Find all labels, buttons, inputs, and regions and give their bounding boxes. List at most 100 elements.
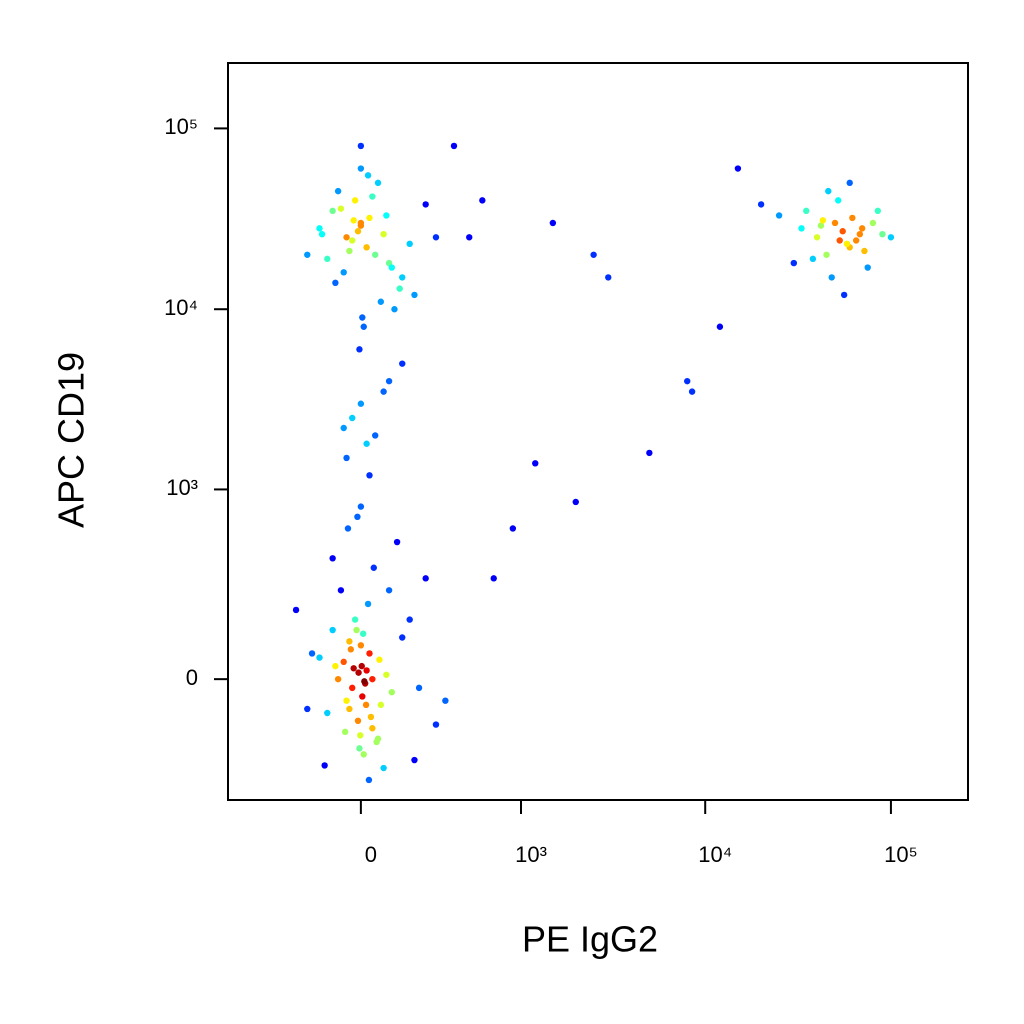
event-dot xyxy=(380,230,387,238)
event-dot xyxy=(318,230,326,238)
event-dot xyxy=(350,665,357,672)
event-dot xyxy=(354,228,362,235)
event-dot xyxy=(292,606,300,614)
event-dot xyxy=(823,251,830,258)
event-dot xyxy=(839,228,846,235)
event-dot xyxy=(350,217,357,224)
event-dot xyxy=(399,634,406,641)
event-dot xyxy=(757,201,765,208)
event-dot xyxy=(357,642,365,649)
event-dot xyxy=(324,255,331,263)
event-dot xyxy=(356,346,363,353)
event-dot xyxy=(411,291,418,299)
event-dot xyxy=(869,219,877,227)
event-dot xyxy=(346,247,353,255)
event-dot xyxy=(371,251,379,258)
event-dot xyxy=(359,314,366,321)
event-dot xyxy=(357,400,365,407)
event-dot xyxy=(359,630,367,637)
event-dot xyxy=(415,684,423,692)
event-dot xyxy=(344,525,352,532)
y-tick-label: 10⁵ xyxy=(164,114,198,139)
event-dot xyxy=(846,179,853,187)
event-dot xyxy=(809,255,817,263)
event-dot xyxy=(399,360,406,367)
event-dot xyxy=(399,274,406,281)
event-dot xyxy=(357,142,365,150)
event-dot xyxy=(354,513,361,521)
event-dot xyxy=(369,675,376,683)
event-dot xyxy=(377,701,385,709)
event-dot xyxy=(365,776,373,784)
event-dot xyxy=(360,323,367,330)
event-dot xyxy=(355,669,362,676)
event-dot xyxy=(357,165,365,172)
event-dot xyxy=(332,279,339,287)
event-dot xyxy=(316,654,323,661)
event-dot xyxy=(329,626,336,634)
event-dot xyxy=(356,745,363,752)
event-dot xyxy=(819,217,827,224)
event-dot xyxy=(334,187,342,195)
event-dot xyxy=(716,323,724,330)
event-dot xyxy=(359,693,366,700)
event-dot xyxy=(813,234,821,241)
x-tick-label: 10⁴ xyxy=(698,842,732,867)
x-tick-label: 0 xyxy=(365,842,377,867)
event-dot xyxy=(422,201,429,208)
event-dot xyxy=(363,440,370,447)
event-dot xyxy=(790,259,798,267)
y-tick-label: 10⁴ xyxy=(164,295,198,320)
event-dot xyxy=(304,251,311,258)
event-dot xyxy=(688,388,696,395)
event-dot xyxy=(347,646,355,653)
event-dot xyxy=(337,587,345,594)
event-dot xyxy=(370,564,377,571)
event-dot xyxy=(334,675,342,683)
event-dot xyxy=(361,678,368,685)
event-dot xyxy=(349,414,356,422)
event-dot xyxy=(549,219,557,227)
y-axis-title: APC CD19 xyxy=(51,352,92,528)
event-dot xyxy=(411,756,418,764)
event-dot xyxy=(366,650,373,657)
event-dot xyxy=(360,751,367,758)
event-dot xyxy=(364,172,372,179)
event-dot xyxy=(843,240,851,248)
event-dot xyxy=(466,234,473,241)
event-dot xyxy=(849,214,856,222)
event-dot xyxy=(369,193,376,200)
event-dot xyxy=(396,285,403,292)
event-dot xyxy=(340,658,347,666)
event-dot xyxy=(366,472,373,479)
event-dot xyxy=(887,234,895,241)
event-dot xyxy=(479,197,486,204)
event-dot xyxy=(834,197,842,204)
event-dot xyxy=(343,697,350,704)
event-dot xyxy=(332,662,339,670)
event-dot xyxy=(346,705,353,713)
x-axis-title: PE IgG2 xyxy=(522,919,658,960)
event-dot xyxy=(358,662,365,670)
event-dot xyxy=(349,237,356,244)
event-dot xyxy=(380,764,387,772)
x-tick-label: 10⁵ xyxy=(884,842,918,867)
event-dot xyxy=(346,638,353,645)
event-dot xyxy=(363,244,370,251)
event-dot xyxy=(377,298,385,305)
event-dot xyxy=(321,762,328,769)
event-dot xyxy=(353,626,360,634)
event-dot xyxy=(357,732,364,739)
event-dot xyxy=(351,197,359,204)
event-dot xyxy=(383,212,390,219)
event-dot xyxy=(354,717,362,725)
event-dot xyxy=(388,264,395,271)
event-dot xyxy=(308,650,316,657)
event-dot xyxy=(798,225,805,232)
event-dot xyxy=(391,306,398,313)
event-dot xyxy=(324,709,331,717)
event-dot xyxy=(351,616,359,623)
event-dot xyxy=(369,725,376,732)
y-tick-label: 10³ xyxy=(166,475,198,500)
event-dot xyxy=(422,575,429,582)
